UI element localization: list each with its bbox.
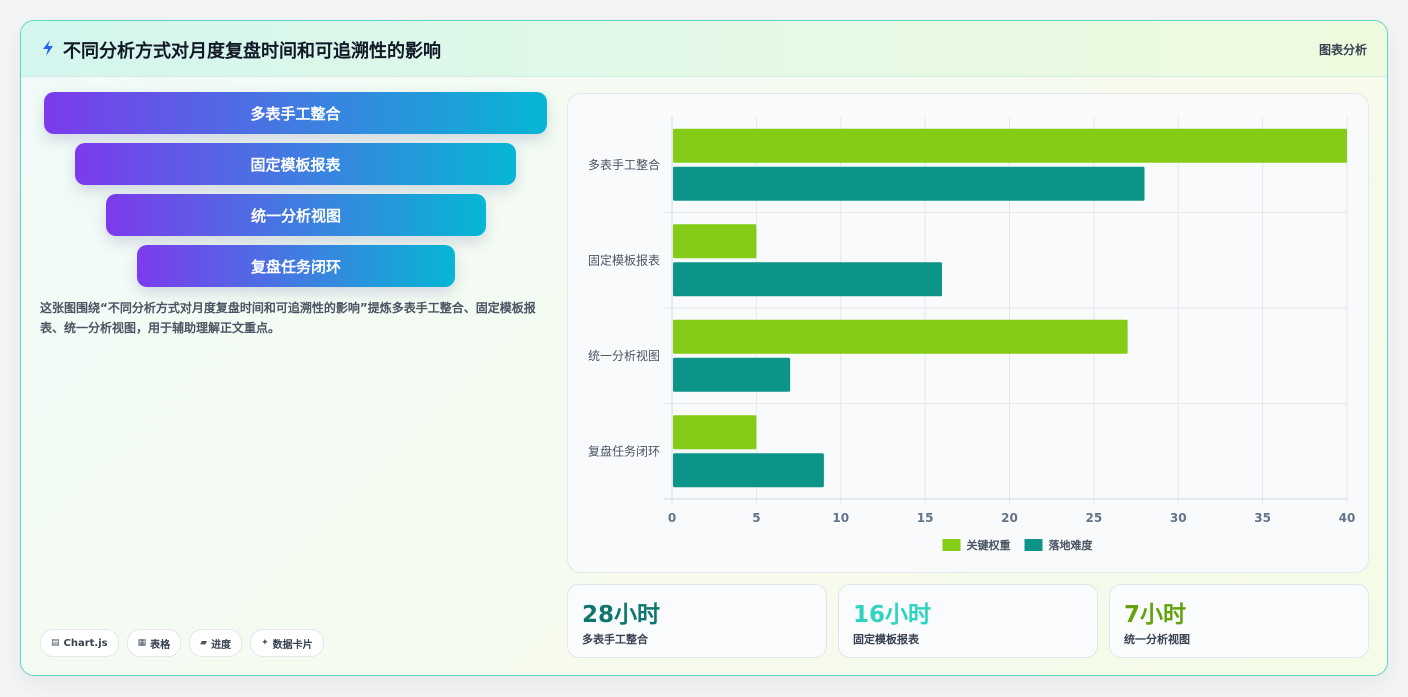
funnel-bar-2: 固定模板报表 [75, 143, 516, 185]
bar [673, 319, 1128, 354]
funnel-bar-4: 复盘任务闭环 [137, 245, 455, 287]
chip-table[interactable]: ▦ 表格 [126, 629, 182, 657]
bar-chart: 0 5 10 15 20 25 30 35 40 多表手工整合固定模板报表统一分析视图复盘任务闭环… [588, 117, 1356, 552]
table-icon: ▦ [137, 638, 147, 648]
chip-chartjs[interactable]: ▤ Chart.js [40, 629, 119, 657]
bar [673, 128, 1347, 163]
x-tick-label: 0 [668, 511, 676, 525]
progress-icon: ▰ [200, 638, 208, 648]
bar [673, 415, 757, 450]
stat-label: 固定模板报表 [853, 633, 919, 646]
x-tick-label: 35 [1254, 511, 1271, 525]
chip-progress[interactable]: ▰ 进度 [189, 629, 243, 657]
x-tick-label: 5 [752, 511, 760, 525]
chip-label: 进度 [211, 639, 232, 651]
chart-description: 这张图围绕“不同分析方式对月度复盘时间和可追溯性的影响”提炼多表手工整合、固定模… [40, 301, 536, 335]
legend-label: 关键权重 [967, 538, 1011, 552]
y-tick-label: 多表手工整合 [588, 157, 660, 172]
bar [673, 453, 824, 488]
funnel-label: 多表手工整合 [250, 104, 341, 123]
sparkle-icon: ✦ [261, 638, 269, 648]
chip-data-card[interactable]: ✦ 数据卡片 [250, 629, 324, 657]
bar [673, 166, 1145, 201]
bar [673, 357, 791, 392]
bar [673, 262, 942, 297]
y-tick-label: 复盘任务闭环 [588, 443, 660, 458]
legend-swatch [1024, 539, 1043, 551]
bar [673, 224, 757, 259]
y-tick-label: 统一分析视图 [588, 348, 660, 363]
chart-icon: ▤ [51, 638, 60, 648]
chart-panel: 0 5 10 15 20 25 30 35 40 多表手工整合 固定模板报表 统一分析视图 复盘任务闭环… [567, 93, 1369, 573]
funnel-bar-3: 统一分析视图 [106, 194, 486, 236]
chip-label: 数据卡片 [272, 639, 313, 651]
funnel-label: 统一分析视图 [250, 206, 341, 225]
main-card: 不同分析方式对月度复盘时间和可追溯性的影响 图表分析 多表手工整合 固定模板报表… [20, 20, 1388, 676]
card-header: 不同分析方式对月度复盘时间和可追溯性的影响 图表分析 [21, 21, 1387, 77]
stat-label: 统一分析视图 [1124, 633, 1190, 646]
x-tick-label: 20 [1001, 511, 1018, 525]
funnel-label: 固定模板报表 [250, 155, 341, 174]
stat-value: 16小时 [853, 602, 932, 628]
stat-label: 多表手工整合 [582, 633, 648, 646]
lightning-icon [43, 40, 53, 56]
page-title: 不同分析方式对月度复盘时间和可追溯性的影响 [63, 41, 441, 62]
x-tick-label: 25 [1086, 511, 1103, 525]
stat-card-2: 16小时 固定模板报表 [838, 584, 1098, 658]
y-tick-label: 固定模板报表 [588, 252, 660, 267]
chip-label: 表格 [150, 639, 171, 651]
stat-value: 7小时 [1124, 602, 1187, 628]
x-tick-label: 30 [1170, 511, 1187, 525]
x-tick-label: 40 [1339, 511, 1356, 525]
x-tick-label: 15 [917, 511, 934, 525]
chip-label: Chart.js [63, 637, 108, 649]
chart-analysis-tag: 图表分析 [1318, 43, 1367, 57]
stat-value: 28小时 [582, 602, 661, 628]
funnel-bar-1: 多表手工整合 [44, 92, 547, 134]
x-tick-label: 10 [832, 511, 849, 525]
stat-card-3: 7小时 统一分析视图 [1109, 584, 1369, 658]
funnel-label: 复盘任务闭环 [250, 257, 341, 276]
legend-swatch [942, 539, 961, 551]
stat-card-1: 28小时 多表手工整合 [567, 584, 827, 658]
feature-chips: ▤ Chart.js ▦ 表格 ▰ 进度 ✦ 数据卡片 [40, 629, 324, 657]
legend-label: 落地难度 [1049, 538, 1094, 552]
